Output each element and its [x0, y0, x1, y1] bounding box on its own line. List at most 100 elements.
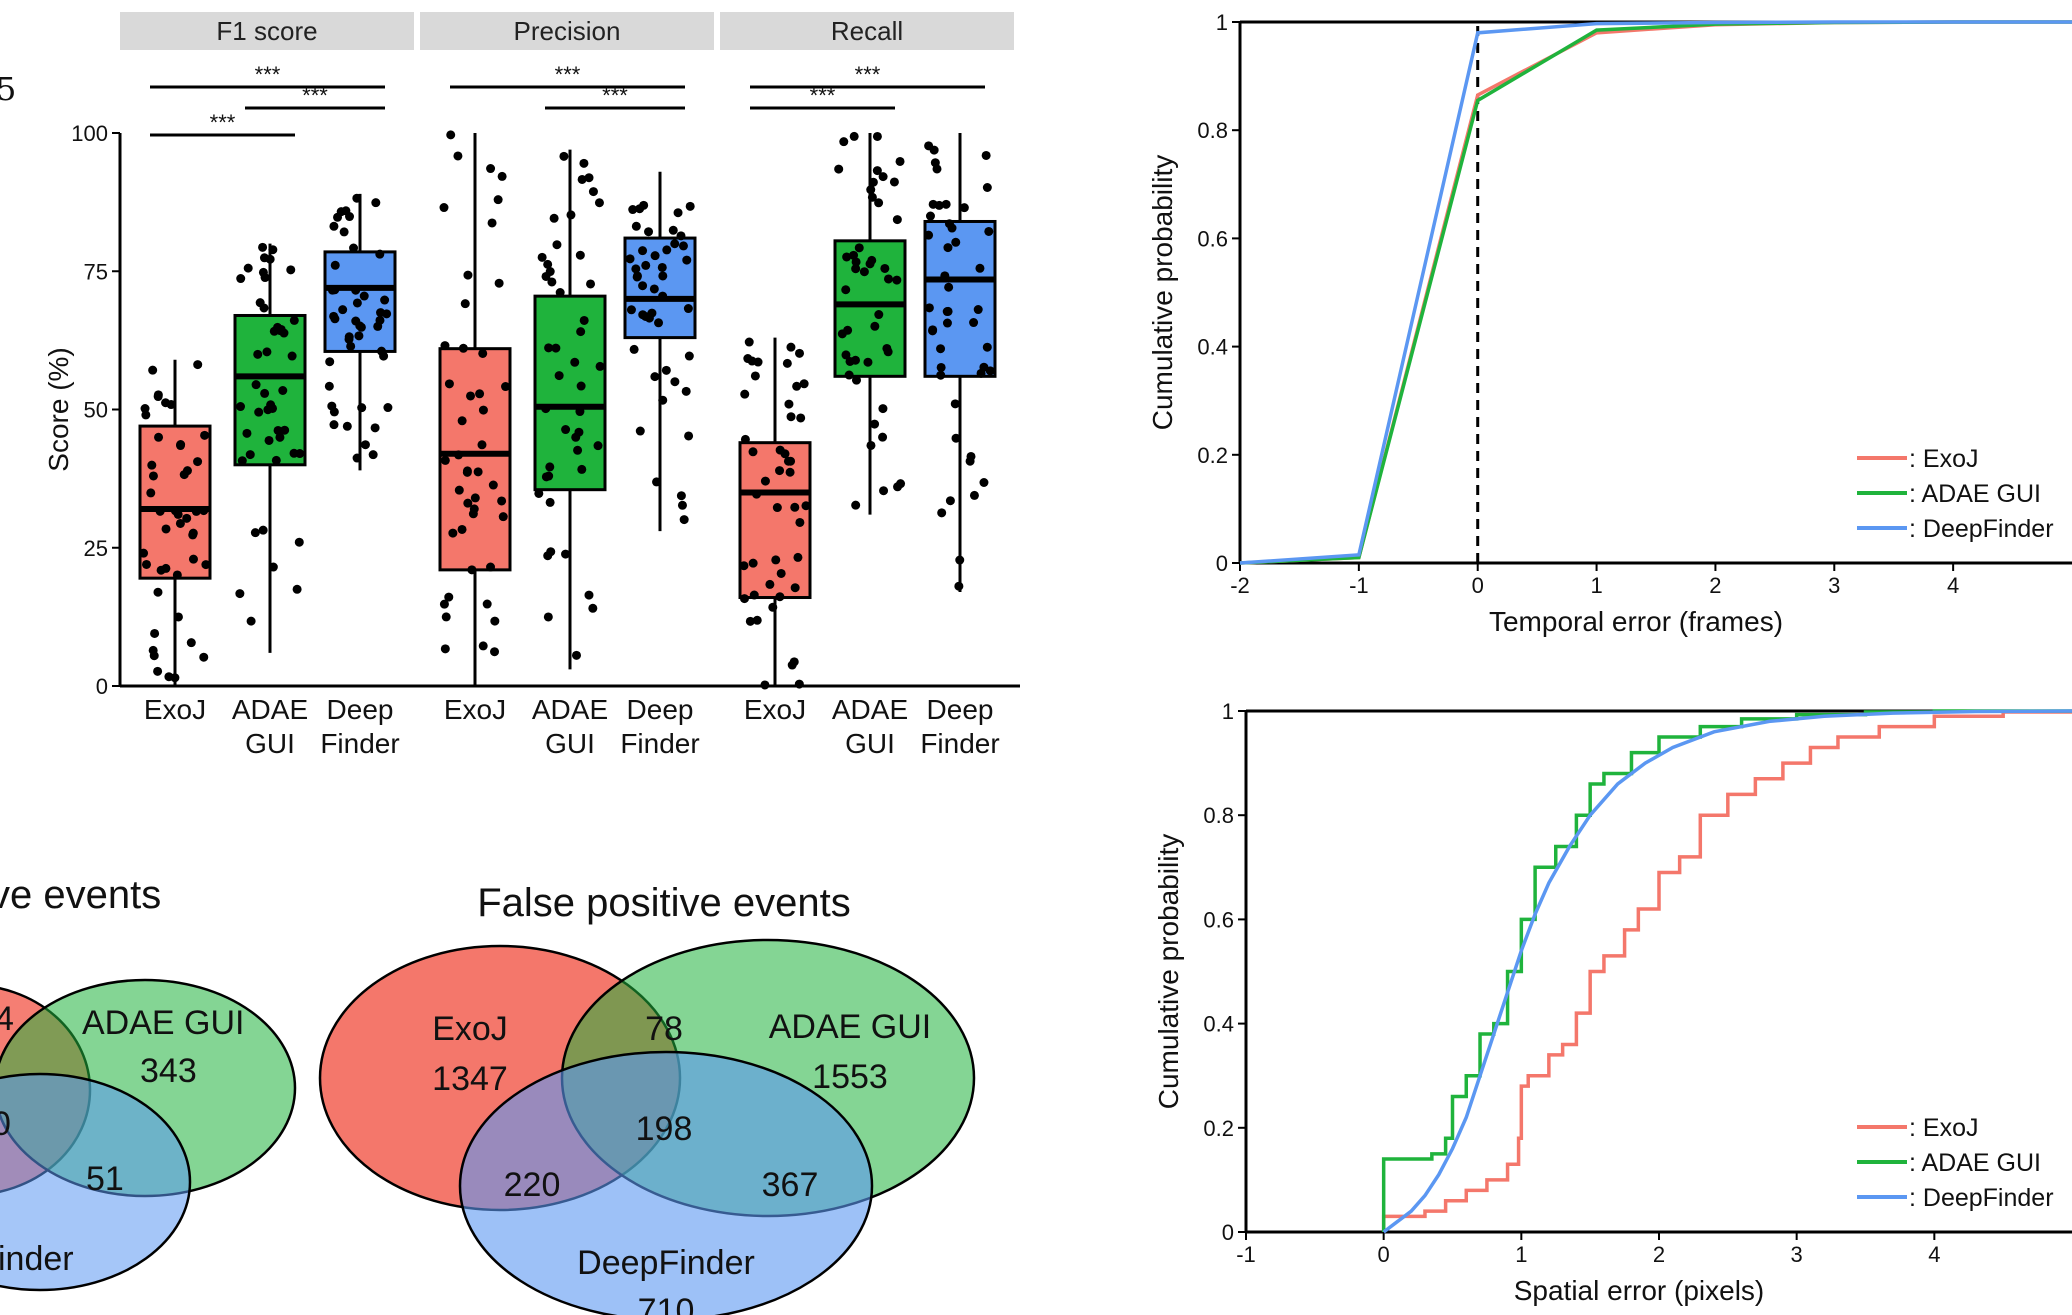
- data-point: [498, 512, 508, 522]
- data-point: [676, 231, 686, 241]
- venn-value-adae-deep: 367: [762, 1166, 819, 1204]
- venn-value-exoj-adae: 78: [645, 1010, 683, 1048]
- data-point: [654, 318, 664, 328]
- data-point: [866, 440, 876, 450]
- data-point: [776, 568, 786, 578]
- data-point: [383, 403, 393, 413]
- data-point: [357, 403, 367, 413]
- data-point: [439, 599, 449, 609]
- data-point: [670, 377, 680, 387]
- data-point: [458, 343, 468, 353]
- data-point: [744, 337, 754, 347]
- data-point: [191, 506, 201, 516]
- venn-left-value-3: 51: [86, 1160, 124, 1198]
- data-point: [373, 321, 383, 331]
- data-point: [842, 252, 852, 262]
- significance-label: ***: [555, 62, 581, 87]
- data-point: [352, 453, 362, 463]
- data-point: [872, 166, 882, 176]
- data-point: [325, 357, 335, 367]
- data-point: [329, 407, 339, 417]
- data-point: [863, 357, 873, 367]
- data-point: [644, 227, 654, 237]
- data-point: [246, 616, 256, 626]
- data-point: [892, 215, 902, 225]
- data-point: [979, 478, 989, 488]
- legend-label: : DeepFinder: [1909, 515, 2054, 543]
- data-point: [501, 382, 511, 392]
- venn-right: False positive events ExoJ 1347 78 ADAE …: [318, 881, 976, 1315]
- y-tick-label: 0: [1222, 1220, 1234, 1245]
- legend-label: : DeepFinder: [1909, 1184, 2054, 1212]
- data-point: [142, 559, 152, 569]
- data-point: [575, 407, 585, 417]
- data-point: [792, 381, 802, 391]
- data-point: [681, 386, 691, 396]
- data-point: [851, 257, 861, 267]
- category-label: GUI: [845, 728, 895, 759]
- venn-right-title: False positive events: [477, 881, 851, 925]
- data-point: [345, 212, 355, 222]
- venn-set-deepfinder: [458, 1050, 874, 1315]
- data-point: [175, 518, 185, 528]
- data-point: [193, 360, 203, 370]
- data-point: [559, 151, 569, 161]
- data-point: [338, 305, 348, 315]
- y-tick-label: 0: [96, 674, 108, 699]
- series-line: [1381, 710, 2072, 1232]
- venn-value-all: 198: [636, 1110, 693, 1148]
- y-tick-label: 75: [84, 259, 108, 284]
- data-point: [275, 432, 285, 442]
- facet-title: Precision: [514, 16, 621, 46]
- significance-label: ***: [210, 110, 236, 135]
- data-point: [650, 251, 660, 261]
- data-point: [493, 195, 503, 205]
- data-point: [775, 592, 785, 602]
- data-point: [629, 344, 639, 354]
- data-point: [940, 271, 950, 281]
- data-point: [457, 416, 467, 426]
- data-point: [981, 150, 991, 160]
- category-label: ADAE: [532, 694, 608, 725]
- data-point: [330, 314, 340, 324]
- data-point: [945, 496, 955, 506]
- data-point: [260, 388, 270, 398]
- data-point: [595, 361, 605, 371]
- data-point: [635, 204, 645, 214]
- data-point: [870, 321, 880, 331]
- data-point: [787, 660, 797, 670]
- data-point: [870, 419, 880, 429]
- series-line: [1239, 20, 2072, 565]
- data-point: [549, 213, 559, 223]
- data-point: [785, 467, 795, 477]
- data-point: [258, 242, 268, 252]
- data-point: [739, 594, 749, 604]
- data-point: [339, 227, 349, 237]
- data-point: [279, 328, 289, 338]
- data-point: [453, 151, 463, 161]
- data-point: [486, 562, 496, 572]
- data-point: [579, 315, 589, 325]
- data-point: [786, 342, 796, 352]
- y-tick-label: 25: [84, 536, 108, 561]
- data-point: [237, 456, 247, 466]
- data-point: [924, 303, 934, 313]
- data-point: [242, 428, 252, 438]
- category-label: ExoJ: [444, 694, 506, 725]
- data-point: [250, 528, 260, 538]
- data-point: [801, 501, 811, 511]
- data-point: [201, 560, 211, 570]
- y-axis-label: Cumulative probability: [1147, 155, 1178, 430]
- data-point: [668, 225, 678, 235]
- data-point: [930, 158, 940, 168]
- data-point: [200, 430, 210, 440]
- data-point: [368, 450, 378, 460]
- data-point: [944, 219, 954, 229]
- data-point: [628, 205, 638, 215]
- facet-title: Recall: [831, 16, 903, 46]
- venn-left: ve events 4 ADAE GUI 343 0 51 inder: [0, 873, 297, 1292]
- y-tick-label: 0.8: [1203, 803, 1234, 828]
- significance-label: ***: [255, 62, 281, 87]
- data-point: [575, 250, 585, 260]
- data-point: [982, 342, 992, 352]
